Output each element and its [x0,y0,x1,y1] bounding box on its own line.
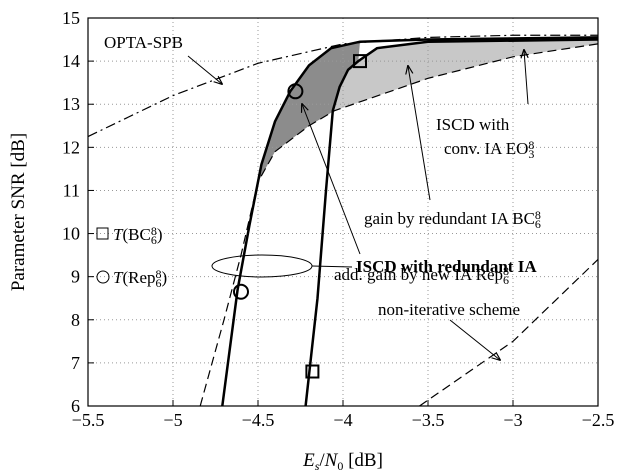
text-part: 8 [535,208,541,222]
label: gain by redundant IA BC68 [364,208,541,231]
text-part: 6 [535,217,541,231]
connector [311,265,353,268]
y-tick-label: 11 [63,180,80,200]
y-tick-label: 14 [62,51,80,71]
y-tick-label: 9 [71,267,80,287]
series-label: OPTA-SPB [104,33,183,52]
text-part: add. gain by new IA Rep [334,265,503,284]
x-tick-label: −3 [503,410,522,430]
x-tick-label: −5.5 [72,410,105,430]
marker [353,54,367,69]
arrow [302,104,361,255]
text-part: T [113,268,124,287]
label: T(Rep68) [113,267,167,290]
marker [305,364,320,379]
y-tick-label: 6 [71,396,80,416]
legend-marker [96,270,110,284]
text-part: ISCD with redundant IA [356,257,537,276]
marker [233,283,249,300]
x-tick-label: −4 [333,410,352,430]
text-part: 0 [337,459,343,473]
text-part: (BC [122,225,150,244]
y-tick-label: 13 [62,94,80,114]
arrow [408,66,431,201]
arrow [187,55,222,84]
text-part: ISCD with [436,115,510,134]
text-part: 6 [156,276,162,290]
text-part: E [302,450,315,471]
gain-region [258,41,360,182]
series-line [88,34,598,138]
series-line [419,258,598,406]
label: add. gain by new IA Rep68 [334,264,509,287]
x-tick-label: −5 [163,410,182,430]
text-part: ) [157,225,163,244]
y-tick-label: 7 [71,353,80,373]
series-line [221,36,598,406]
text-part: 8 [156,267,162,281]
y-tick-label: 12 [62,137,80,157]
series-line [199,43,598,406]
series-line [304,38,598,406]
y-tick-label: 15 [62,8,80,28]
text-part: gain by redundant IA BC [364,209,535,228]
text-part: (Rep [122,268,155,287]
gain-region [332,39,598,111]
arrow [524,50,528,105]
arrow [449,319,500,360]
y-tick-label: 10 [62,224,80,244]
x-tick-label: −4.5 [242,410,275,430]
text-part: s [315,459,320,473]
text-part: T [113,225,124,244]
text-part: 8 [503,264,509,278]
label: ISCD with [436,115,510,134]
label: Es/N0 [dB] [302,450,383,473]
marker [287,83,304,100]
plot-frame [87,17,599,407]
text-part: 8 [528,138,534,152]
text-part: / [319,450,325,471]
text-part: 6 [503,273,509,287]
group-ellipse [211,254,313,278]
x-tick-label: −2.5 [582,410,615,430]
text-part: N [324,450,339,471]
label: conv. IA EO38 [444,138,534,161]
label: T(BC68) [113,224,162,247]
label: ISCD with redundant IA [356,257,537,276]
text-part: 8 [151,224,157,238]
legend-marker [96,227,109,240]
x-tick-label: −3.5 [412,410,445,430]
y-axis-label: Parameter SNR [dB] [8,133,29,291]
text-part: conv. IA EO [444,139,528,158]
text-part: [dB] [343,450,383,471]
y-tick-label: 8 [71,310,80,330]
series-label: non-iterative scheme [378,300,520,319]
text-part: ) [162,268,168,287]
text-part: 3 [528,147,534,161]
text-part: 6 [151,233,157,247]
